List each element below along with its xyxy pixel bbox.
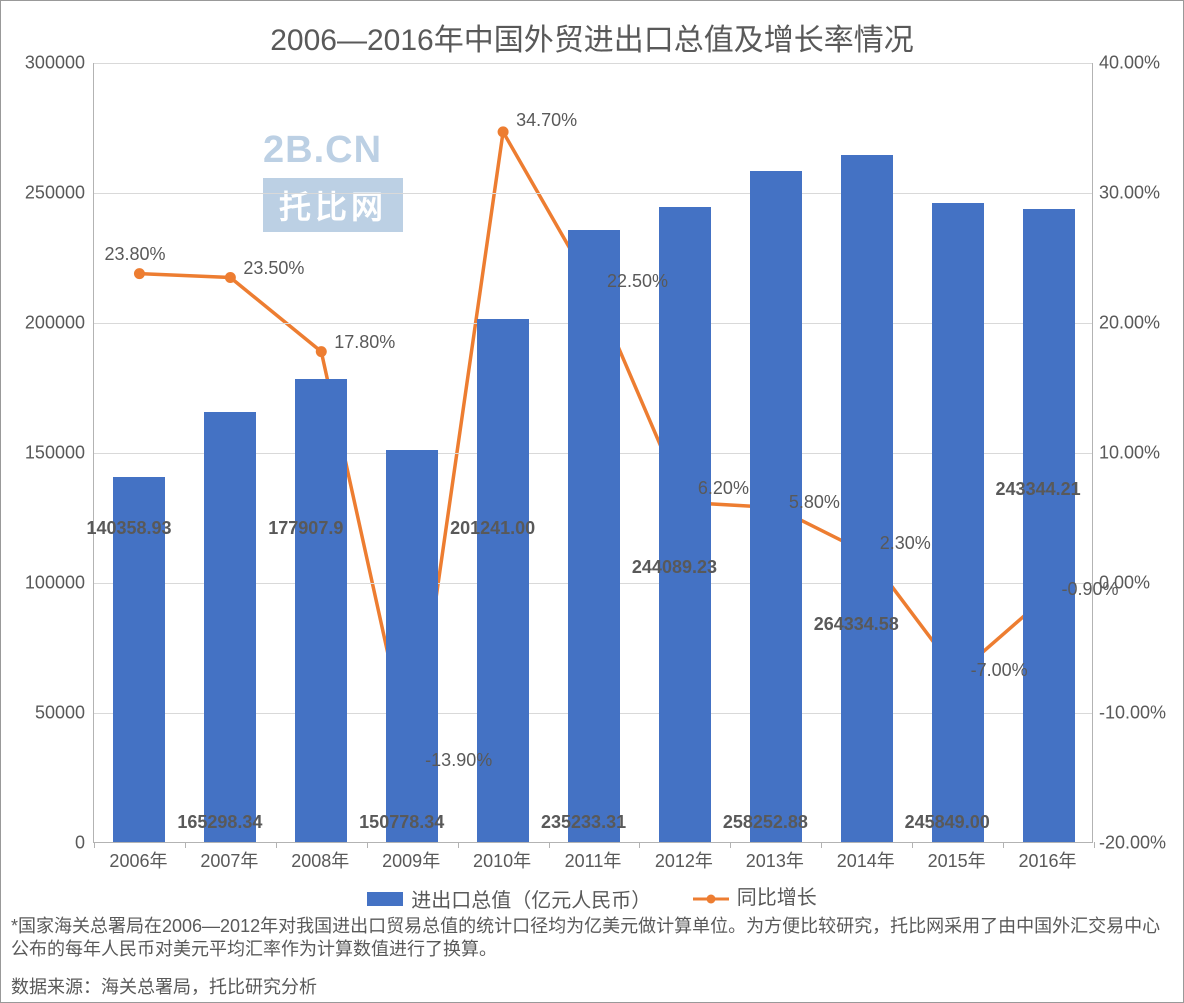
x-tick-label: 2016年 — [1019, 847, 1077, 873]
x-tick-label: 2013年 — [746, 847, 804, 873]
source-text: 数据来源：海关总署局，托比研究分析 — [11, 973, 317, 999]
bar-value-label: 244089.23 — [632, 557, 717, 578]
line-value-label: 5.80% — [789, 492, 840, 513]
bar-value-label: 165298.34 — [177, 812, 262, 833]
line-value-label: 17.80% — [334, 332, 395, 353]
y-left-tick-label: 100000 — [5, 573, 85, 594]
legend-swatch-bar — [367, 892, 403, 906]
bar-value-label: 245849.00 — [905, 812, 990, 833]
line-value-label: 23.50% — [243, 258, 304, 279]
chart-container: 2006—2016年中国外贸进出口总值及增长率情况 2B.CN 托比网 进出口总… — [0, 0, 1184, 1003]
x-tick-label: 2008年 — [291, 847, 349, 873]
bar — [386, 450, 438, 842]
y-left-tick-label: 200000 — [5, 313, 85, 334]
bar-value-label: 140358.93 — [86, 518, 171, 539]
bar-value-label: 150778.34 — [359, 812, 444, 833]
x-tick-label: 2009年 — [382, 847, 440, 873]
bar — [932, 203, 984, 842]
y-left-tick-label: 0 — [5, 833, 85, 854]
legend: 进出口总值（亿元人民币） 同比增长 — [1, 881, 1183, 913]
legend-bar-label: 进出口总值（亿元人民币） — [411, 884, 651, 913]
bar-value-label: 264334.58 — [814, 614, 899, 635]
plot-area — [93, 63, 1093, 843]
gridline — [94, 63, 1092, 64]
x-tick-label: 2010年 — [473, 847, 531, 873]
x-tick-label: 2007年 — [200, 847, 258, 873]
chart-title: 2006—2016年中国外贸进出口总值及增长率情况 — [1, 1, 1183, 59]
x-tick-label: 2014年 — [837, 847, 895, 873]
line-value-label: 22.50% — [607, 271, 668, 292]
bar-value-label: 258252.88 — [723, 812, 808, 833]
line-value-label: 6.20% — [698, 478, 749, 499]
legend-item-line: 同比增长 — [693, 881, 817, 910]
bar — [841, 155, 893, 842]
y-left-tick-label: 150000 — [5, 443, 85, 464]
bar — [568, 230, 620, 842]
bar — [295, 379, 347, 842]
line-value-label: -13.90% — [425, 750, 492, 771]
legend-line-label: 同比增长 — [737, 881, 817, 910]
x-tick-label: 2015年 — [928, 847, 986, 873]
bar — [659, 207, 711, 842]
line-value-label: -0.90% — [1062, 579, 1119, 600]
gridline — [94, 193, 1092, 194]
bar-value-label: 177907.9 — [268, 518, 343, 539]
footnote: *国家海关总署局在2006—2012年对我国进出口贸易总值的统计口径均为亿美元做… — [11, 915, 1173, 962]
y-right-tick-label: 40.00% — [1099, 53, 1160, 74]
y-left-tick-label: 250000 — [5, 183, 85, 204]
x-tick-label: 2006年 — [109, 847, 167, 873]
y-right-tick-label: -10.00% — [1099, 703, 1166, 724]
line-value-label: 34.70% — [516, 110, 577, 131]
bar — [1023, 209, 1075, 842]
bar — [204, 412, 256, 842]
y-right-tick-label: 30.00% — [1099, 183, 1160, 204]
line-value-label: -7.00% — [971, 660, 1028, 681]
bar-value-label: 243344.21 — [996, 479, 1081, 500]
y-left-tick-label: 50000 — [5, 703, 85, 724]
bar-value-label: 235233.31 — [541, 812, 626, 833]
line-value-label: 2.30% — [880, 533, 931, 554]
y-right-tick-label: 10.00% — [1099, 443, 1160, 464]
y-left-tick-label: 300000 — [5, 53, 85, 74]
y-right-tick-label: 20.00% — [1099, 313, 1160, 334]
legend-item-bar: 进出口总值（亿元人民币） — [367, 884, 651, 913]
y-right-tick-label: -20.00% — [1099, 833, 1166, 854]
legend-swatch-line — [693, 889, 729, 903]
x-tick-label: 2012年 — [655, 847, 713, 873]
line-value-label: 23.80% — [104, 244, 165, 265]
bar-value-label: 201241.00 — [450, 518, 535, 539]
x-tick-label: 2011年 — [565, 847, 622, 873]
